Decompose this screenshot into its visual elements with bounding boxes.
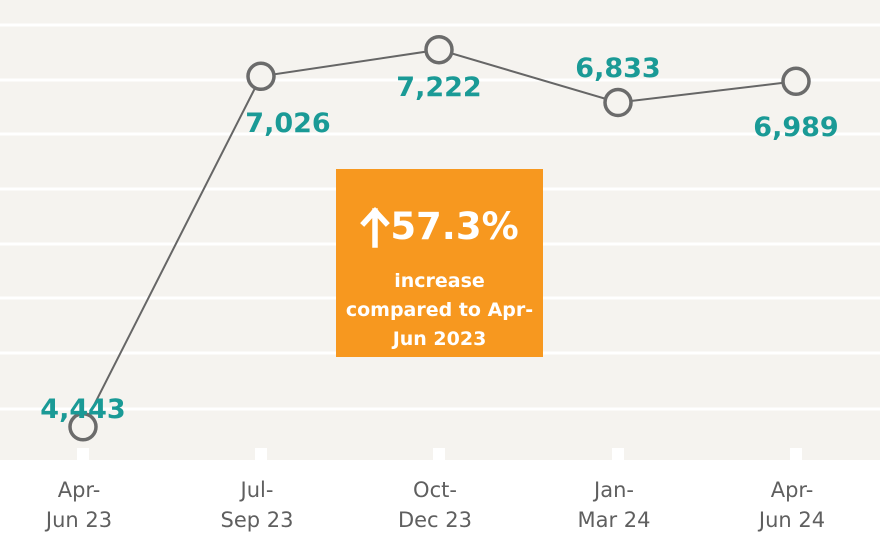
callout-text: increase compared to Apr-Jun 2023	[345, 270, 534, 350]
data-label-2: 7,222	[396, 72, 481, 103]
x-tick-label-4: Apr-Jun 24	[757, 478, 825, 532]
x-tick-label-3: Jan-Mar 24	[577, 478, 650, 532]
x-tick-2	[433, 448, 445, 461]
x-tick-3	[612, 448, 624, 461]
data-point-4	[781, 66, 811, 97]
data-markers	[68, 34, 811, 442]
x-tick-labels: Apr-Jun 23 Jul-Sep 23 Oct-Dec 23 Jan-Mar 24…	[44, 478, 825, 532]
x-tick-4	[790, 448, 802, 461]
value-labels: 4,443 7,026 7,222 6,833 6,989	[40, 53, 838, 425]
x-tick-label-0: Apr-Jun 23	[44, 478, 112, 532]
data-point-3	[603, 87, 633, 118]
x-tick-1	[255, 448, 267, 461]
callout-headline: 57.3%	[336, 205, 543, 259]
data-label-3: 6,833	[575, 53, 660, 84]
x-tick-label-1: Jul-Sep 23	[221, 478, 294, 532]
x-tick-label-2: Oct-Dec 23	[398, 478, 472, 532]
data-label-0: 4,443	[40, 394, 125, 425]
data-label-1: 7,026	[245, 108, 330, 139]
arrow-up-icon	[360, 205, 391, 259]
data-point-2	[424, 34, 454, 65]
data-label-4: 6,989	[753, 112, 838, 143]
callout-percent: 57.3%	[390, 205, 519, 248]
x-tick-0	[77, 448, 89, 461]
x-ticks	[77, 448, 802, 461]
data-point-1	[246, 61, 276, 92]
increase-callout: 57.3% increase compared to Apr-Jun 2023	[336, 169, 543, 357]
data-point-0	[68, 412, 98, 442]
